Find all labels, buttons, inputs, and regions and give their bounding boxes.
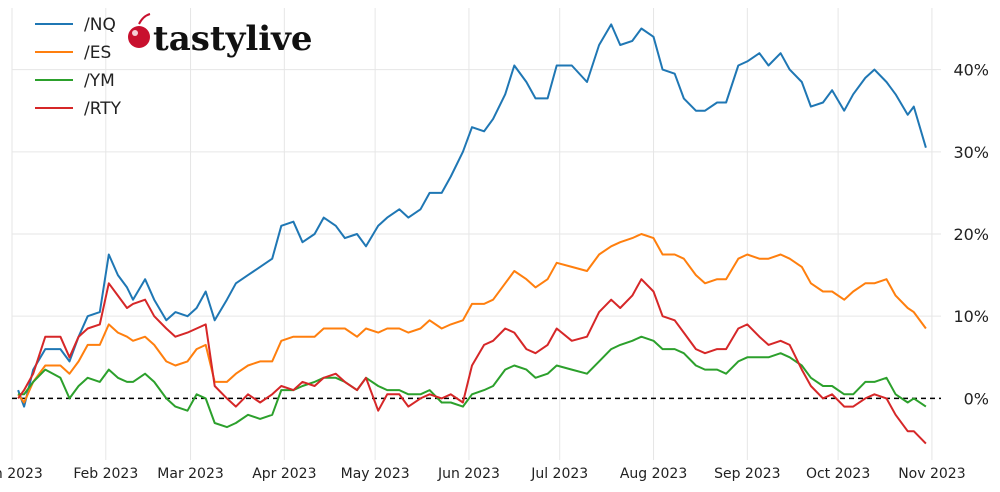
legend-label: /NQ [84,15,116,35]
x-tick-label: Feb 2023 [73,466,138,482]
series-line-nq [17,23,927,408]
legend-label: /ES [84,43,111,63]
y-tick-label: 40% [953,61,989,80]
x-axis-ticks: Jan 2023 Feb 2023 Mar 2023 Apr 2023 May 2023… [0,466,966,482]
x-tick-label: Sep 2023 [714,466,780,482]
cherry-icon [128,13,151,48]
x-tick-label: Mar 2023 [157,466,224,482]
legend-label: /YM [84,71,115,91]
x-tick-label: Apr 2023 [252,466,316,482]
x-tick-label: Aug 2023 [620,466,687,482]
x-tick-label: Nov 2023 [898,466,965,482]
x-tick-label: Oct 2023 [806,466,870,482]
y-axis-ticks: 0% 10% 20% 30% 40% [953,61,989,409]
logo-text: tastylive [153,19,313,59]
y-tick-label: 20% [953,225,989,244]
x-tick-label: Jul 2023 [530,466,588,482]
x-tick-label: Jun 2023 [437,466,500,482]
y-tick-label: 0% [964,389,989,408]
grid-lines [11,8,941,460]
series-line-es [17,233,927,404]
legend: /NQ/ES/YM/RTY [35,15,122,119]
tastylive-logo: tastylive [128,13,313,59]
y-tick-label: 30% [953,143,989,162]
series-lines [17,23,927,445]
series-line-ym [18,335,927,429]
x-tick-label: May 2023 [341,466,410,482]
legend-label: /RTY [84,99,122,119]
series-line-rty [17,278,927,445]
x-tick-label: Jan 2023 [0,466,43,482]
y-tick-label: 10% [953,307,989,326]
